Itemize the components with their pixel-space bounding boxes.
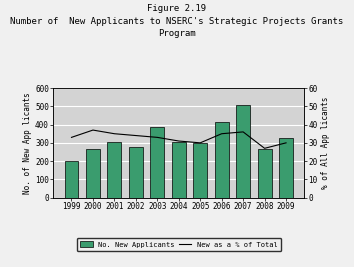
Bar xyxy=(193,143,207,198)
Text: Number of  New Applicants to NSERC's Strategic Projects Grants
Program: Number of New Applicants to NSERC's Stra… xyxy=(10,17,344,38)
Y-axis label: % of All App licants: % of All App licants xyxy=(321,97,330,189)
Bar xyxy=(150,127,164,198)
Text: Figure 2.19: Figure 2.19 xyxy=(147,4,207,13)
Bar xyxy=(215,122,229,198)
Bar xyxy=(279,138,293,198)
Bar xyxy=(172,142,186,198)
Bar xyxy=(258,149,272,198)
Bar xyxy=(86,149,100,198)
Bar xyxy=(64,161,79,198)
Bar xyxy=(236,105,250,198)
Legend: No. New Applicants, New as a % of Total: No. New Applicants, New as a % of Total xyxy=(76,238,281,251)
Y-axis label: No. of New App licants: No. of New App licants xyxy=(23,92,32,194)
Bar xyxy=(107,142,121,198)
Bar xyxy=(129,147,143,198)
